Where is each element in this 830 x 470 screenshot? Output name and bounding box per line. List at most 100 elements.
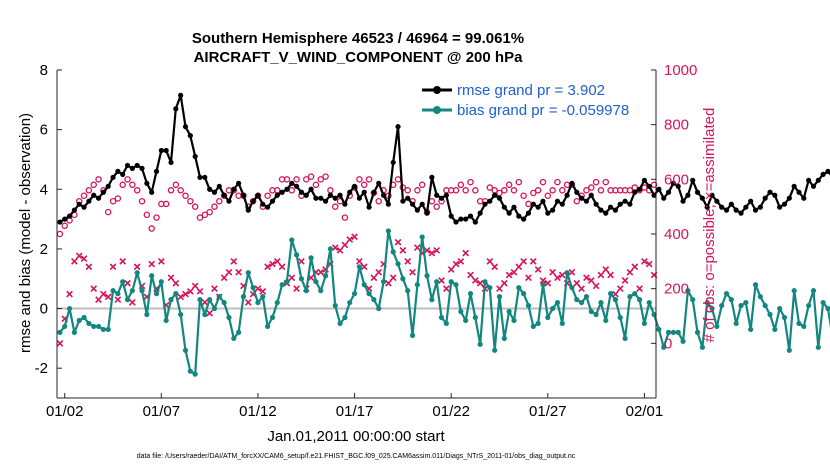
obs-assimilated-point bbox=[462, 249, 470, 257]
bias-point bbox=[400, 276, 406, 282]
obs-possible-point bbox=[153, 214, 160, 221]
legend-box bbox=[418, 80, 648, 122]
rmse-point bbox=[516, 213, 522, 219]
bias-point bbox=[564, 270, 570, 276]
bias-point bbox=[554, 299, 561, 306]
bias-point bbox=[569, 285, 575, 291]
y-right-axis-label: # of obs: o=possible; ×=assimilated bbox=[701, 108, 718, 343]
obs-assimilated-point bbox=[244, 298, 252, 306]
rmse-point bbox=[289, 180, 295, 186]
bias-point bbox=[593, 311, 599, 318]
obs-possible-point bbox=[597, 187, 605, 194]
bias-point bbox=[612, 297, 619, 303]
bias-point bbox=[168, 297, 174, 303]
legend-rmse-marker bbox=[433, 86, 441, 94]
obs-possible-point bbox=[211, 203, 218, 210]
obs-assimilated-point bbox=[525, 274, 532, 282]
obs-possible-point bbox=[360, 181, 368, 189]
obs-assimilated-point bbox=[360, 263, 368, 271]
obs-possible-point bbox=[520, 192, 527, 199]
y-tick-label: 0 bbox=[40, 301, 48, 318]
bias-point bbox=[815, 344, 821, 350]
rmse-point bbox=[482, 201, 488, 207]
chart-title-line1: Southern Hemisphere 46523 / 46964 = 99.0… bbox=[192, 30, 524, 47]
obs-assimilated-point bbox=[230, 257, 238, 265]
bias-point bbox=[685, 288, 691, 294]
bias-point bbox=[149, 273, 155, 279]
obs-possible-point bbox=[129, 181, 136, 189]
obs-possible-point bbox=[148, 225, 155, 232]
bias-point bbox=[463, 317, 469, 324]
obs-assimilated-point bbox=[90, 285, 98, 293]
bias-point bbox=[607, 291, 614, 297]
bias-point bbox=[385, 228, 391, 234]
bias-point bbox=[356, 264, 362, 270]
obs-possible-point bbox=[341, 214, 349, 221]
bias-point bbox=[202, 311, 208, 318]
rmse-point bbox=[250, 198, 256, 204]
y-tick-label: 4 bbox=[40, 181, 48, 198]
obs-assimilated-point bbox=[529, 257, 537, 265]
rmse-point bbox=[675, 183, 681, 189]
obs-assimilated-point bbox=[583, 274, 590, 282]
bias-point bbox=[414, 282, 420, 288]
obs-possible-point bbox=[312, 181, 320, 189]
chart-title-line2: AIRCRAFT_V_WIND_COMPONENT @ 200 hPa bbox=[194, 49, 524, 66]
rmse-point bbox=[728, 201, 734, 207]
obs-assimilated-point bbox=[211, 285, 218, 293]
rmse-point bbox=[472, 219, 478, 225]
obs-possible-point bbox=[303, 176, 310, 183]
obs-possible-point bbox=[433, 203, 440, 210]
rmse-point bbox=[322, 198, 329, 204]
rmse-point bbox=[366, 204, 372, 210]
rmse-point bbox=[690, 177, 696, 183]
rmse-point bbox=[91, 192, 97, 198]
obs-assimilated-point bbox=[66, 290, 73, 298]
bias-point bbox=[144, 311, 150, 318]
obs-possible-point bbox=[592, 178, 600, 186]
rmse-point bbox=[641, 177, 648, 183]
rmse-point bbox=[434, 192, 440, 198]
obs-assimilated-point bbox=[452, 260, 460, 268]
bias-point bbox=[627, 294, 633, 300]
obs-assimilated-point bbox=[573, 279, 581, 287]
x-tick-label: 01/02 bbox=[46, 403, 84, 420]
bias-point bbox=[545, 314, 551, 321]
bias-point bbox=[540, 282, 546, 288]
rmse-point bbox=[424, 210, 430, 216]
obs-assimilated-point bbox=[56, 339, 64, 347]
obs-possible-point bbox=[196, 214, 204, 221]
obs-possible-point bbox=[201, 211, 209, 219]
y-tick-label: 2 bbox=[40, 241, 48, 258]
obs-possible-point bbox=[457, 181, 465, 189]
obs-assimilated-point bbox=[578, 285, 585, 293]
bias-point bbox=[260, 294, 266, 300]
rmse-point bbox=[574, 189, 580, 195]
obs-assimilated-point bbox=[491, 263, 499, 271]
obs-possible-point bbox=[322, 173, 329, 180]
rmse-point bbox=[559, 201, 565, 207]
rmse-point bbox=[777, 204, 783, 210]
y-tick-label: 6 bbox=[40, 122, 48, 139]
bias-point bbox=[158, 279, 164, 285]
rmse-point bbox=[153, 168, 160, 174]
bias-point bbox=[719, 302, 725, 309]
obs-assimilated-point bbox=[95, 296, 102, 303]
obs-possible-point bbox=[80, 192, 88, 199]
y-right-tick-label: 1000 bbox=[664, 62, 697, 79]
rmse-point bbox=[579, 195, 585, 201]
rmse-point bbox=[390, 159, 396, 166]
bias-point bbox=[361, 282, 367, 288]
obs-possible-point bbox=[317, 176, 325, 183]
bias-point bbox=[661, 344, 667, 350]
rmse-point bbox=[86, 198, 92, 204]
obs-assimilated-point bbox=[404, 257, 412, 265]
obs-possible-point bbox=[559, 187, 566, 194]
bias-point bbox=[632, 291, 638, 297]
rmse-point bbox=[762, 195, 768, 201]
bias-point bbox=[153, 291, 160, 297]
bias-point bbox=[603, 317, 609, 324]
obs-assimilated-point bbox=[317, 268, 325, 276]
bias-point bbox=[651, 311, 657, 318]
